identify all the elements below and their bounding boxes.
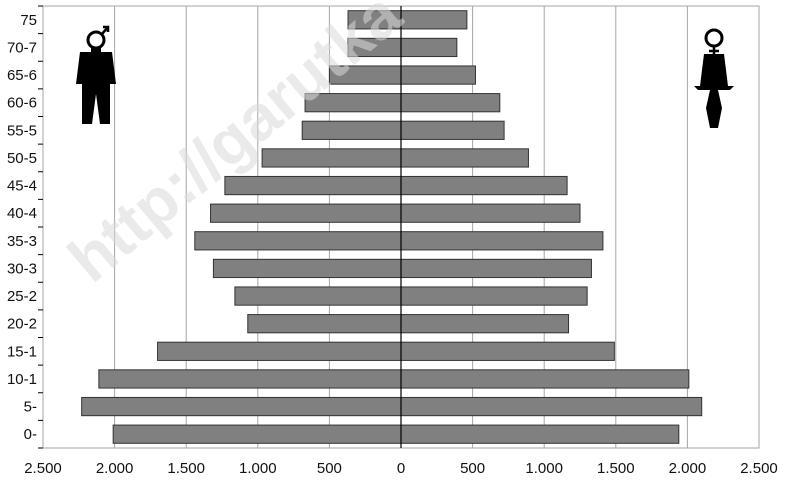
x-tick-label: 0 [397, 460, 405, 477]
x-tick-label: 2.500 [740, 460, 778, 477]
bar-female-6 [400, 258, 592, 279]
y-tick-label: 15-1 [7, 343, 37, 360]
bar-female-0 [400, 424, 680, 444]
y-tick-label: 10-1 [7, 371, 37, 388]
bar-male-1 [81, 396, 402, 417]
y-tick-label: 20-2 [7, 316, 37, 333]
y-tick-label: 35-3 [7, 233, 37, 250]
x-tick-label: 1.500 [597, 460, 635, 477]
male-figure-icon [76, 25, 116, 124]
bar-male-8 [210, 203, 402, 223]
x-tick-label: 1.000 [239, 460, 277, 477]
female-figure-icon [694, 28, 734, 128]
y-tick-label: 75 [20, 12, 37, 29]
x-tick-labels: 2.500 2.000 1.500 1.000 500 0 500 1.000 1.500 2.0… [24, 460, 778, 477]
bar-male-5 [234, 286, 402, 306]
bars [81, 10, 703, 444]
x-tick-label: 1.500 [167, 460, 205, 477]
bar-female-3 [400, 341, 615, 361]
bar-female-12 [400, 93, 501, 113]
bar-male-10 [261, 148, 402, 168]
x-tick-label: 500 [317, 460, 342, 477]
bar-female-13 [400, 65, 476, 85]
bar-female-9 [400, 175, 568, 196]
bar-female-10 [400, 148, 529, 168]
y-tick-label: 0- [24, 426, 37, 443]
bar-male-0 [112, 424, 402, 444]
y-tick-labels: 0- 5- 10-1 15-1 20-2 25-2 30-3 35-3 40-4 45-4 50-5… [7, 12, 37, 443]
bar-female-8 [400, 203, 581, 223]
y-tick-label: 40-4 [7, 205, 37, 222]
bar-male-4 [247, 314, 402, 334]
x-tick-label: 2.000 [669, 460, 707, 477]
y-tick-label: 30-3 [7, 260, 37, 277]
y-tick-label: 45-4 [7, 178, 37, 195]
y-tick-label: 50-5 [7, 150, 37, 167]
x-tick-label: 2.000 [96, 460, 134, 477]
y-tick-label: 70-7 [7, 39, 37, 56]
bar-male-3 [157, 341, 402, 361]
x-tick-label: 1.000 [525, 460, 563, 477]
y-tick-label: 5- [24, 399, 37, 416]
watermark: http://garutka [55, 0, 415, 296]
bar-female-7 [400, 231, 604, 251]
y-tick-label: 65-6 [7, 67, 37, 84]
bar-female-4 [400, 314, 570, 334]
y-tick-label: 60-6 [7, 95, 37, 112]
bar-female-1 [400, 396, 703, 417]
bar-female-11 [400, 120, 505, 140]
y-tick-label: 55-5 [7, 122, 37, 139]
bar-male-9 [224, 175, 402, 196]
bar-male-11 [301, 120, 402, 140]
bar-male-2 [98, 369, 402, 389]
axes [38, 5, 760, 449]
x-tick-label: 500 [460, 460, 485, 477]
bar-female-5 [400, 286, 588, 306]
bar-female-14 [400, 37, 458, 58]
x-tick-label: 2.500 [24, 460, 62, 477]
bar-male-7 [194, 231, 402, 251]
bar-female-2 [400, 369, 690, 389]
bar-male-6 [212, 258, 402, 279]
bar-female-15 [400, 10, 468, 30]
y-tick-label: 25-2 [7, 288, 37, 305]
